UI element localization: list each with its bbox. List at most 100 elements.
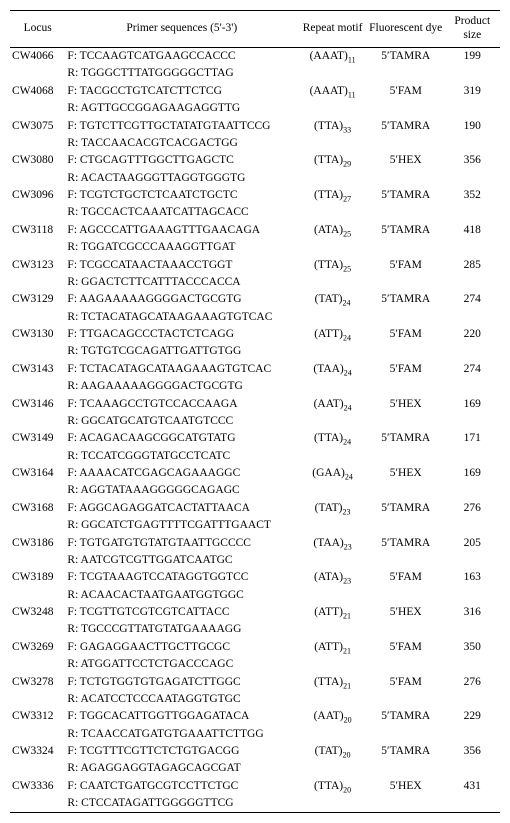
- table-body: CW4066F: TCCAAGTCATGAAGCCACCC(AAAT)115′T…: [10, 47, 500, 813]
- dye-cell: 5′HEX: [367, 604, 445, 639]
- table-row: CW3269F: GAGAGGAACTTGCTTGCGC(ATT)215′FAM…: [10, 638, 500, 655]
- motif-cell: (TTA)27: [298, 187, 367, 222]
- table-row: CW3075F: TGTCTTCGTTGCTATATGTAATTCCG(TTA)…: [10, 117, 500, 134]
- primer-reverse: R: ACATCCTCCCAATAGGTGTGC: [65, 690, 298, 707]
- dye-cell: 5′FAM: [367, 326, 445, 361]
- motif-cell: (TTA)24: [298, 430, 367, 465]
- table-row: CW3336F: CAATCTGATGCGTCCTTCTGC(TTA)205′H…: [10, 777, 500, 794]
- motif-cell: (ATA)25: [298, 221, 367, 256]
- header-dye: Fluorescent dye: [367, 11, 445, 48]
- motif-cell: (TTA)21: [298, 673, 367, 708]
- locus-cell: CW3336: [10, 777, 65, 812]
- primer-reverse: R: TCCATCGGGTATGCCTCATC: [65, 447, 298, 464]
- size-cell: 356: [445, 743, 500, 778]
- locus-cell: CW3168: [10, 499, 65, 534]
- motif-cell: (TTA)33: [298, 117, 367, 152]
- primer-reverse: R: AATCGTCGTTGGATCAATGC: [65, 551, 298, 568]
- table-row: CW3248F: TCGTTGTCGTCGTCATTACC(ATT)215′HE…: [10, 604, 500, 621]
- dye-cell: 5′FAM: [367, 256, 445, 291]
- locus-cell: CW3146: [10, 395, 65, 430]
- primer-forward: F: TCGTCTGCTCTCAATCTGCTC: [65, 187, 298, 204]
- table-row: CW4066F: TCCAAGTCATGAAGCCACCC(AAAT)115′T…: [10, 47, 500, 65]
- dye-cell: 5′FAM: [367, 673, 445, 708]
- locus-cell: CW3189: [10, 569, 65, 604]
- locus-cell: CW3269: [10, 638, 65, 673]
- size-cell: 276: [445, 673, 500, 708]
- locus-cell: CW3075: [10, 117, 65, 152]
- primer-reverse: R: TGTGTCGCAGATTGATTGTGG: [65, 343, 298, 360]
- table-row: CW3186F: TGTGATGTGTATGTAATTGCCCC(TAA)235…: [10, 534, 500, 551]
- motif-cell: (ATA)23: [298, 569, 367, 604]
- locus-cell: CW4068: [10, 82, 65, 117]
- dye-cell: 5′HEX: [367, 395, 445, 430]
- primer-forward: F: TCGCCATAACTAAACCTGGT: [65, 256, 298, 273]
- size-cell: 276: [445, 499, 500, 534]
- size-cell: 285: [445, 256, 500, 291]
- dye-cell: 5′TAMRA: [367, 743, 445, 778]
- motif-cell: (AAAT)11: [298, 82, 367, 117]
- size-cell: 350: [445, 638, 500, 673]
- size-cell: 274: [445, 291, 500, 326]
- motif-cell: (TTA)25: [298, 256, 367, 291]
- locus-cell: CW3096: [10, 187, 65, 222]
- header-motif: Repeat motif: [298, 11, 367, 48]
- primer-forward: F: CAATCTGATGCGTCCTTCTGC: [65, 777, 298, 794]
- primer-forward: F: TGGCACATTGGTTGGAGATACA: [65, 708, 298, 725]
- motif-cell: (TAT)20: [298, 743, 367, 778]
- primer-forward: F: TCTACATAGCATAAGAAAGTGTCAC: [65, 360, 298, 377]
- primer-reverse: R: ATGGATTCCTCTGACCCAGC: [65, 656, 298, 673]
- size-cell: 190: [445, 117, 500, 152]
- motif-cell: (AAT)20: [298, 708, 367, 743]
- motif-cell: (AAT)24: [298, 395, 367, 430]
- locus-cell: CW3143: [10, 360, 65, 395]
- primer-reverse: R: TGCCACTCAAATCATTAGCACC: [65, 204, 298, 221]
- size-cell: 319: [445, 82, 500, 117]
- primer-forward: F: TCGTAAAGTCCATAGGTGGTCC: [65, 569, 298, 586]
- motif-cell: (TAA)23: [298, 534, 367, 569]
- locus-cell: CW3164: [10, 465, 65, 500]
- primer-reverse: R: TCAACCATGATGTGAAATTCTTGG: [65, 725, 298, 742]
- primer-reverse: R: TCTACATAGCATAAGAAAGTGTCAC: [65, 308, 298, 325]
- table-row: CW3123F: TCGCCATAACTAAACCTGGT(TTA)255′FA…: [10, 256, 500, 273]
- motif-cell: (TTA)20: [298, 777, 367, 812]
- locus-cell: CW3278: [10, 673, 65, 708]
- primer-reverse: R: TACCAACACGTCACGACTGG: [65, 134, 298, 151]
- dye-cell: 5′TAMRA: [367, 534, 445, 569]
- primer-reverse: R: AGAGGAGGTAGAGCAGCGAT: [65, 760, 298, 777]
- table-row: CW4068F: TACGCCTGTCATCTTCTCG(AAAT)115′FA…: [10, 82, 500, 99]
- header-row: Locus Primer sequences (5'-3') Repeat mo…: [10, 11, 500, 48]
- locus-cell: CW3130: [10, 326, 65, 361]
- dye-cell: 5′TAMRA: [367, 499, 445, 534]
- size-cell: 356: [445, 152, 500, 187]
- size-cell: 316: [445, 604, 500, 639]
- size-cell: 205: [445, 534, 500, 569]
- size-cell: 163: [445, 569, 500, 604]
- primer-forward: F: AGGCAGAGGATCACTATTAACA: [65, 499, 298, 516]
- motif-cell: (TTA)29: [298, 152, 367, 187]
- locus-cell: CW3118: [10, 221, 65, 256]
- header-size: Product size: [445, 11, 500, 48]
- locus-cell: CW3312: [10, 708, 65, 743]
- locus-cell: CW3248: [10, 604, 65, 639]
- table-row: CW3129F: AAGAAAAAGGGGACTGCGTG(TAT)245′TA…: [10, 291, 500, 308]
- dye-cell: 5′TAMRA: [367, 430, 445, 465]
- locus-cell: CW3186: [10, 534, 65, 569]
- table-row: CW3324F: TCGTTTCGTTCTCTGTGACGG(TAT)205′T…: [10, 743, 500, 760]
- primer-forward: F: TGTGATGTGTATGTAATTGCCCC: [65, 534, 298, 551]
- table-row: CW3080F: CTGCAGTTTGGCTTGAGCTC(TTA)295′HE…: [10, 152, 500, 169]
- size-cell: 229: [445, 708, 500, 743]
- locus-cell: CW4066: [10, 47, 65, 82]
- primer-reverse: R: GGACTCTTCATTTACCCACCA: [65, 273, 298, 290]
- primer-reverse: R: AGTTGCCGGAGAAGAGGTTG: [65, 100, 298, 117]
- locus-cell: CW3324: [10, 743, 65, 778]
- dye-cell: 5′HEX: [367, 777, 445, 812]
- table-row: CW3146F: TCAAAGCCTGTCCACCAAGA(AAT)245′HE…: [10, 395, 500, 412]
- primer-forward: F: CTGCAGTTTGGCTTGAGCTC: [65, 152, 298, 169]
- motif-cell: (TAT)23: [298, 499, 367, 534]
- dye-cell: 5′FAM: [367, 638, 445, 673]
- table-row: CW3189F: TCGTAAAGTCCATAGGTGGTCC(ATA)235′…: [10, 569, 500, 586]
- primer-reverse: R: ACAACACTAATGAATGGTGGC: [65, 586, 298, 603]
- locus-cell: CW3149: [10, 430, 65, 465]
- dye-cell: 5′FAM: [367, 82, 445, 117]
- primer-forward: F: AGCCCATTGAAAGTTTGAACAGA: [65, 221, 298, 238]
